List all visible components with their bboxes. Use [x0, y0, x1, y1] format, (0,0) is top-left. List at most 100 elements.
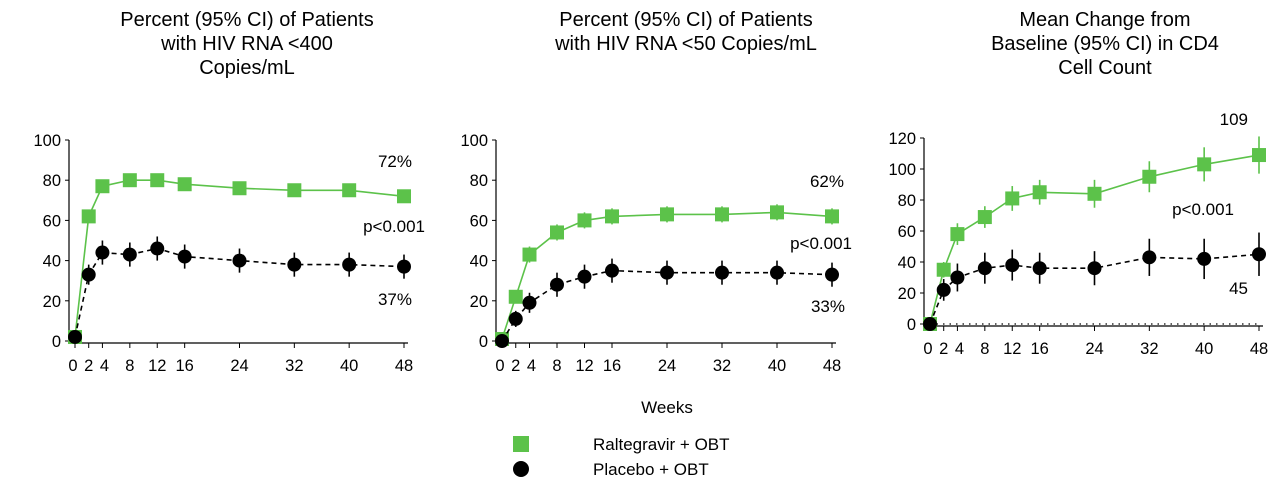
- x-tick-label: 24: [658, 357, 676, 375]
- data-point-raltegravir: [950, 227, 965, 242]
- data-point-placebo: [1087, 261, 1102, 276]
- annotation-p-value: p<0.001: [1172, 200, 1234, 219]
- x-tick-label: 40: [768, 357, 786, 375]
- y-tick-label: 80: [898, 192, 916, 210]
- series-line-raltegravir: [501, 211, 833, 340]
- annotation-placebo-final: 33%: [811, 297, 845, 316]
- x-tick-label: 16: [175, 357, 193, 375]
- data-point-placebo: [397, 259, 411, 274]
- data-point-raltegravir: [81, 209, 96, 224]
- data-point-raltegravir: [715, 207, 729, 222]
- annotation-raltegravir-final: 62%: [810, 172, 844, 191]
- data-point-raltegravir: [660, 207, 674, 222]
- data-point-placebo: [232, 253, 247, 268]
- chart-title-line: Percent (95% CI) of Patients: [559, 9, 812, 31]
- data-point-placebo: [1142, 250, 1157, 265]
- data-point-placebo: [81, 267, 96, 282]
- data-point-raltegravir: [1197, 157, 1212, 172]
- x-tick-label: 48: [395, 357, 413, 375]
- x-tick-label: 2: [939, 340, 948, 358]
- annotation-raltegravir-final: 72%: [378, 152, 412, 171]
- series-line-placebo: [501, 269, 833, 342]
- x-tick-label: 32: [713, 357, 731, 375]
- data-point-placebo: [150, 241, 165, 256]
- x-tick-label: 40: [1195, 340, 1213, 358]
- y-tick-label: 40: [898, 254, 916, 272]
- data-point-placebo: [122, 247, 137, 262]
- data-point-placebo: [605, 263, 619, 278]
- data-point-placebo: [342, 257, 357, 272]
- data-point-raltegravir: [150, 173, 165, 188]
- data-point-placebo: [68, 329, 82, 344]
- chart-title-line: Cell Count: [1058, 57, 1152, 79]
- y-tick-label: 20: [470, 293, 488, 311]
- y-tick-label: 100: [460, 132, 488, 150]
- x-tick-label: 48: [823, 357, 841, 375]
- data-point-placebo: [1005, 258, 1020, 273]
- chart-title-line: with HIV RNA <50 Copies/mL: [554, 33, 817, 55]
- x-tick-label: 4: [100, 357, 109, 375]
- data-point-placebo: [977, 261, 992, 276]
- data-point-placebo: [95, 245, 110, 260]
- data-point-raltegravir: [936, 262, 951, 277]
- data-point-placebo: [936, 282, 951, 297]
- y-tick-label: 80: [43, 172, 61, 190]
- x-tick-label: 16: [603, 357, 621, 375]
- chart-title-line: with HIV RNA <400: [160, 33, 333, 55]
- y-tick-label: 20: [898, 285, 916, 303]
- data-point-raltegravir: [1142, 169, 1157, 184]
- y-tick-label: 60: [898, 223, 916, 241]
- annotation-p-value: p<0.001: [363, 217, 425, 236]
- data-point-placebo: [287, 257, 302, 272]
- data-point-placebo: [1032, 261, 1047, 276]
- data-point-placebo: [508, 311, 523, 326]
- data-point-placebo: [825, 267, 839, 282]
- legend-label: Placebo + OBT: [593, 460, 709, 479]
- y-tick-label: 100: [888, 161, 916, 179]
- x-tick-label: 12: [1003, 340, 1021, 358]
- legend-marker-raltegravir: [513, 436, 529, 452]
- data-point-placebo: [495, 334, 509, 348]
- chart-title-line: Copies/mL: [199, 57, 295, 79]
- x-axis-label: Weeks: [641, 398, 693, 417]
- x-tick-label: 24: [1085, 340, 1103, 358]
- data-point-placebo: [950, 270, 965, 285]
- x-tick-label: 0: [68, 357, 77, 375]
- data-point-raltegravir: [177, 177, 192, 192]
- series-line-raltegravir: [929, 154, 1260, 325]
- series-line-placebo: [929, 253, 1260, 325]
- y-tick-label: 60: [43, 212, 61, 230]
- data-point-placebo: [1197, 251, 1212, 266]
- x-tick-label: 4: [955, 340, 964, 358]
- data-point-raltegravir: [342, 183, 357, 198]
- data-point-raltegravir: [232, 181, 247, 196]
- x-tick-label: 4: [527, 357, 536, 375]
- annotation-raltegravir-final: 109: [1220, 110, 1248, 129]
- x-tick-label: 2: [84, 357, 93, 375]
- x-tick-label: 12: [148, 357, 166, 375]
- annotation-p-value: p<0.001: [790, 234, 852, 253]
- x-tick-label: 40: [340, 357, 358, 375]
- data-point-placebo: [923, 317, 937, 331]
- y-tick-label: 80: [470, 172, 488, 190]
- y-tick-label: 100: [33, 132, 61, 150]
- x-tick-label: 0: [495, 357, 504, 375]
- data-point-raltegravir: [550, 225, 564, 240]
- legend: Raltegravir + OBT Placebo + OBT: [513, 435, 730, 479]
- y-tick-label: 40: [43, 253, 61, 271]
- data-point-raltegravir: [1005, 191, 1020, 206]
- data-point-placebo: [1252, 247, 1266, 262]
- data-point-placebo: [660, 265, 674, 280]
- y-tick-label: 40: [470, 253, 488, 271]
- data-point-raltegravir: [522, 247, 537, 262]
- series-line-placebo: [74, 247, 405, 338]
- data-point-raltegravir: [825, 209, 839, 224]
- y-tick-label: 0: [907, 316, 916, 334]
- data-point-placebo: [577, 269, 592, 284]
- x-tick-label: 2: [511, 357, 520, 375]
- chart-title-line: Percent (95% CI) of Patients: [120, 9, 373, 31]
